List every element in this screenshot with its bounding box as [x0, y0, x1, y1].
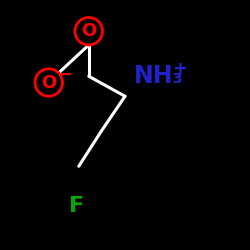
- Text: +: +: [172, 60, 188, 78]
- Circle shape: [74, 17, 103, 46]
- Text: O: O: [81, 22, 96, 40]
- Circle shape: [34, 68, 63, 97]
- Text: NH₃: NH₃: [134, 64, 184, 88]
- Text: −: −: [58, 64, 72, 82]
- Text: F: F: [69, 196, 84, 216]
- Text: O: O: [41, 74, 56, 92]
